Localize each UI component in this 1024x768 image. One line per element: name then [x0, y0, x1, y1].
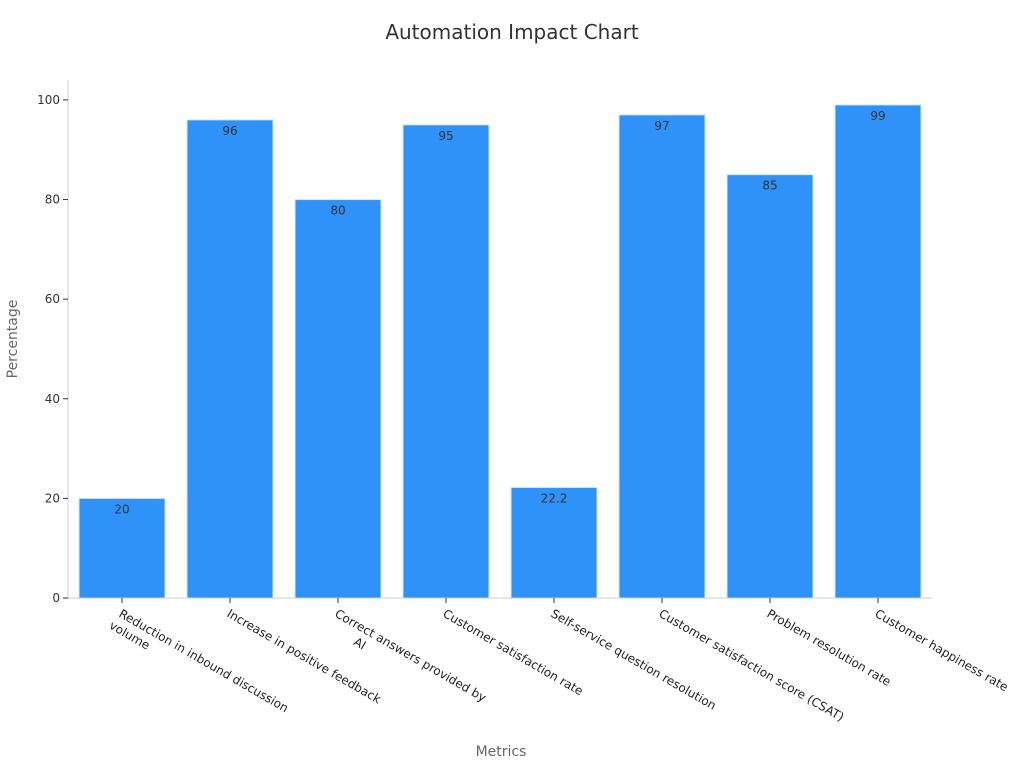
y-tick-label: 100 — [37, 93, 60, 107]
bar-value-label: 96 — [222, 124, 237, 138]
y-tick-label: 0 — [52, 591, 60, 605]
y-tick-label: 60 — [45, 292, 60, 306]
y-tick-label: 20 — [45, 491, 60, 505]
bar — [402, 124, 490, 599]
bar-value-label: 99 — [870, 109, 885, 123]
x-tick-label: Customer satisfaction score (CSAT) — [657, 606, 847, 724]
bar-value-label: 22.2 — [541, 491, 568, 505]
x-tick-label: Reduction in inbound discussionvolume — [107, 605, 291, 728]
x-tick-label: Customer happiness rate — [873, 606, 1011, 694]
chart-title: Automation Impact Chart — [385, 20, 639, 44]
bar-value-label: 80 — [330, 204, 345, 218]
bar — [510, 486, 598, 599]
x-tick-label-line: Reduction in inbound discussion — [117, 606, 291, 715]
bar — [834, 104, 922, 599]
x-tick-label-line: Customer happiness rate — [873, 606, 1011, 694]
y-axis-title: Percentage — [5, 300, 21, 379]
bar — [294, 199, 382, 599]
bar-value-label: 97 — [654, 119, 669, 133]
y-tick-label: 80 — [45, 193, 60, 207]
bar-value-label: 95 — [438, 129, 453, 143]
bar — [618, 114, 706, 599]
x-tick-label-line: Customer satisfaction score (CSAT) — [657, 606, 847, 724]
bar — [186, 119, 274, 599]
bars-layer: 20 96 80 95 22.2 97 85 99 — [78, 104, 922, 599]
bar-value-label: 85 — [762, 179, 777, 193]
y-tick-label: 40 — [45, 392, 60, 406]
bar — [726, 174, 814, 599]
bar-value-label: 20 — [114, 502, 129, 516]
x-axis-title: Metrics — [476, 744, 527, 760]
bar — [78, 497, 166, 599]
